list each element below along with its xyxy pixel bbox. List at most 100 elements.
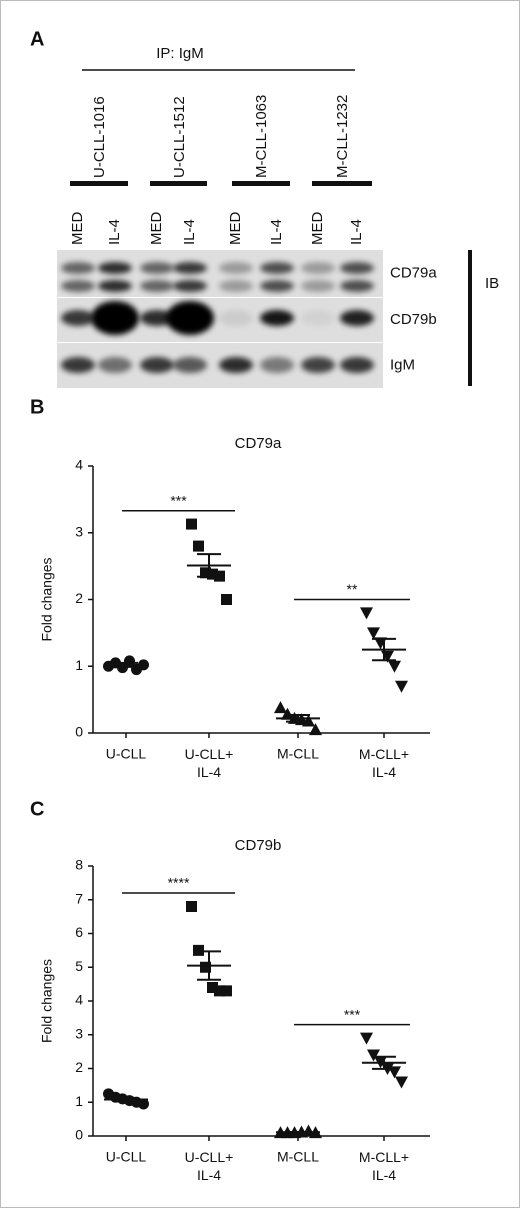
blot-band [61, 310, 95, 326]
lane-label: IL-4 [348, 219, 365, 245]
blot-band [173, 280, 207, 292]
point [221, 594, 232, 605]
blot-band [98, 262, 132, 274]
blot-band [260, 280, 294, 292]
lane-label: IL-4 [181, 219, 198, 245]
x-tick-label-line: U-CLL+ [185, 746, 234, 762]
point [138, 1098, 149, 1110]
point [193, 944, 204, 956]
chart-title: CD79a [235, 435, 282, 452]
point [207, 982, 218, 993]
blot-band [219, 310, 253, 326]
sample-label: M-CLL-1232 [334, 95, 351, 178]
sample-label: U-CLL-1512 [171, 96, 188, 178]
x-tick-label-line: IL-4 [197, 1167, 221, 1183]
chart-title: CD79b [235, 837, 282, 854]
blot-band [301, 310, 335, 326]
y-tick-label: 7 [75, 890, 83, 906]
point [395, 680, 408, 693]
blot-band [340, 310, 374, 326]
x-tick-label-line: IL-4 [372, 764, 396, 780]
sample-bar [150, 181, 207, 186]
x-tick-label: M-CLL [277, 746, 319, 762]
lane-label: MED [69, 212, 86, 246]
point [207, 568, 218, 580]
point [186, 901, 197, 912]
blot-band [61, 280, 95, 292]
significance-label: *** [170, 492, 187, 508]
point [367, 627, 380, 640]
blot-band [166, 301, 214, 335]
y-tick-label: 6 [75, 924, 83, 940]
significance-label: ** [347, 581, 358, 597]
sample-bar [70, 181, 128, 186]
point [395, 1076, 408, 1089]
point [200, 567, 211, 579]
point [274, 701, 287, 714]
x-tick-label: U-CLL+ IL-4 [185, 746, 234, 780]
point [360, 607, 373, 620]
significance-label: **** [168, 875, 190, 891]
y-tick-label: 3 [75, 523, 83, 539]
sample-bar [232, 181, 290, 186]
x-tick-label: U-CLL [106, 1149, 147, 1165]
blot-band [98, 280, 132, 292]
panel-label: A [30, 28, 44, 50]
panel-label: B [30, 396, 44, 418]
y-tick-label: 1 [75, 657, 83, 673]
y-tick-label: 4 [75, 457, 83, 473]
blot-band [301, 262, 335, 274]
y-tick-label: 1 [75, 1093, 83, 1109]
y-tick-label: 4 [75, 992, 83, 1008]
x-tick-label-line: U-CLL+ [185, 1149, 234, 1165]
y-tick-label: 0 [75, 724, 83, 740]
x-tick-label-line: IL-4 [372, 1167, 396, 1183]
x-tick-label: M-CLL+ IL-4 [359, 1149, 409, 1183]
blot-band [340, 280, 374, 292]
point [367, 1049, 380, 1062]
x-tick-label: M-CLL [277, 1149, 319, 1165]
point [388, 660, 401, 673]
blot-band [173, 357, 207, 373]
blot-label: CD79a [390, 264, 437, 281]
y-tick-label: 2 [75, 1059, 83, 1075]
ip-label: IP: IgM [156, 45, 204, 62]
lane-label: MED [148, 212, 165, 246]
blot-band [260, 310, 294, 326]
x-tick-label: U-CLL+ IL-4 [185, 1149, 234, 1183]
blot-band [61, 357, 95, 373]
lane-label: IL-4 [268, 219, 285, 245]
sample-label: U-CLL-1016 [91, 96, 108, 178]
x-tick-label: U-CLL [106, 746, 147, 762]
blot-band [301, 357, 335, 373]
lane-label: MED [309, 212, 326, 246]
x-tick-label: M-CLL+ IL-4 [359, 746, 409, 780]
ib-label: IB [485, 275, 499, 292]
point [302, 714, 315, 727]
lane-label: IL-4 [106, 219, 123, 245]
point [281, 707, 294, 720]
sample-bar [312, 181, 372, 186]
y-tick-label: 5 [75, 958, 83, 974]
significance-label: *** [344, 1006, 361, 1022]
x-tick-label-line: M-CLL+ [359, 1149, 409, 1165]
y-tick-label: 3 [75, 1025, 83, 1041]
blot-band [260, 262, 294, 274]
point [186, 518, 197, 530]
y-axis-label: Fold changes [39, 959, 55, 1043]
y-tick-label: 0 [75, 1127, 83, 1143]
blot-band [340, 357, 374, 373]
point [193, 540, 204, 552]
point [214, 985, 225, 997]
blot-band [219, 280, 253, 292]
blot-band [219, 262, 253, 274]
blot-band [173, 262, 207, 274]
y-tick-label: 2 [75, 590, 83, 606]
blot-label: CD79b [390, 311, 437, 328]
panel-label: C [30, 798, 44, 820]
blot-label: IgM [390, 356, 415, 373]
blot-band [140, 280, 174, 292]
y-axis-label: Fold changes [39, 557, 55, 641]
blot-band [140, 310, 174, 326]
